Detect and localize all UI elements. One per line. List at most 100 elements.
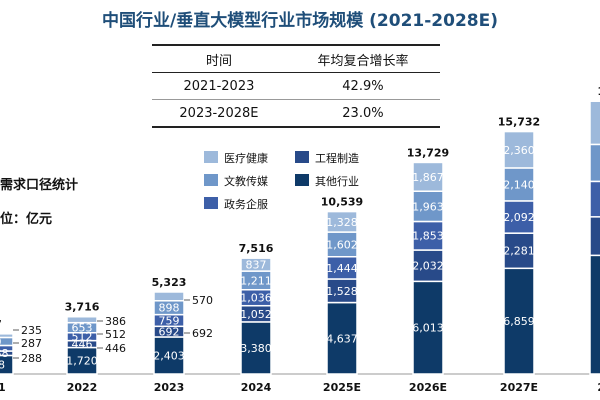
legend-label: 工程制造 [315,151,359,165]
bar-value-label: 1,963 [412,200,444,213]
bar-segment-other [0,354,14,375]
bar-segment-medical [240,257,272,272]
bar-value-label: 1,444 [326,262,358,275]
cagr-header-rate: 年均复合增长率 [317,53,409,69]
bar-value-label: 288 [0,347,9,360]
cagr-rate: 23.0% [342,105,384,121]
bar-segment-government [0,344,14,352]
bar-value-label: 6,013 [412,322,444,335]
bar-segment-education [326,231,358,258]
bar-value-label: 1,052 [240,308,272,321]
bar-segment-other [326,301,358,375]
x-tick-label: 2023 [154,381,185,394]
bar-value-label: 0 [0,335,2,348]
chart-title: 中国行业/垂直大模型行业市场规模 (2021-2028E) [102,11,498,31]
bar-segment-other [66,346,98,375]
bar-value-label: 3,380 [240,342,272,355]
bar-segment-other [503,267,535,375]
side-value-label: 446 [105,342,126,355]
bar-segment-medical [589,100,600,146]
bar-value-label: 6,859 [503,315,535,328]
bar-value-label: 1,528 [326,285,358,298]
x-tick-label: 20 [597,381,600,394]
legend-swatch-education [204,174,218,186]
bar-total-label: 7 [0,318,2,331]
legend-label: 文教传媒 [224,174,268,188]
side-value-label: 287 [21,337,42,350]
bar-segment-medical [0,333,14,339]
bar-value-label: 1,867 [412,171,444,184]
cagr-table-header-row: 时间 年均复合增长率 [152,45,440,73]
x-tick-label: 2026E [409,381,447,394]
legend-label: 政务企服 [224,197,268,211]
legend-swatch-other [295,174,309,186]
bar-total-label: 15,732 [498,116,540,129]
bar-value-label: 1,036 [240,292,272,305]
bar-value-label: 1,211 [240,274,272,287]
bar-total-label: 3,716 [65,301,100,314]
bar-segment-education [589,143,600,183]
legend-swatch-medical [204,151,218,163]
bar-segment-other [240,321,272,375]
bar-value-label: 08 [0,359,5,372]
bar-segment-medical [326,210,358,233]
basis-note: 需求口径统计 [0,178,79,193]
bar-total-label: 13,729 [407,146,449,159]
side-value-label: 570 [192,294,213,307]
bar-value-label: 1,853 [412,230,444,243]
bar-value-label: 446 [72,338,93,351]
side-value-label: 512 [105,328,126,341]
side-value-label: 386 [105,315,126,328]
bar-value-label: 1,720 [66,355,98,368]
bar-segment-education [503,167,535,202]
bar-value-label: 837 [246,259,267,272]
legend-swatch-industrial [295,151,309,163]
bar-value-label: 692 [159,326,180,339]
bar-total-label: 10,539 [321,196,363,209]
legend-swatch-government [204,197,218,209]
bar-value-label: 2,281 [503,245,535,258]
side-value-label: 288 [21,352,42,365]
cagr-rate: 42.9% [285,72,440,100]
bar-segment-medical [153,291,185,302]
unit-note: 位：亿元 [0,212,53,227]
bar-segment-government [589,180,600,218]
bar-segment-government [412,220,444,251]
x-tick-label: 2024 [241,381,272,394]
cagr-table-row: 2023-2028E 23.0% [152,100,440,127]
bar-total-label: 5,323 [152,276,187,289]
bar-segment-medical [412,161,444,192]
x-tick-label: 2022 [67,381,98,394]
bar-value-label: 759 [159,314,180,327]
bar-value-label: 2,140 [503,178,535,191]
bar-value-label: 2,092 [503,211,535,224]
bar-total-label: 17 [597,85,600,98]
bar-segment-industrial [589,216,600,257]
cagr-table-row: 2021-2023 42.9% [152,72,440,100]
bar-segment-education [0,336,14,347]
bar-value-label: 2,403 [153,349,185,362]
cagr-header-period: 时间 [205,53,232,69]
bar-total-label: 7,516 [239,242,274,255]
cagr-period: 2021-2023 [152,72,286,100]
side-value-label: 692 [192,327,213,340]
cagr-table: 时间 年均复合增长率 2021-2023 42.9% 2023-2028E 23… [152,44,440,128]
cagr-period: 2023-2028E [179,105,259,121]
bar-value-label: 2,032 [412,260,444,273]
bar-segment-industrial [0,350,14,357]
x-tick-label: 21 [0,381,6,394]
bar-value-label: 1,602 [326,238,358,251]
bar-segment-government [503,200,535,234]
bar-segment-medical [503,130,535,169]
bar-value-label: 898 [159,302,180,315]
bar-value-label: 512 [72,331,93,344]
bar-value-label: 2,360 [503,144,535,157]
bar-segment-industrial [412,249,444,283]
bar-value-label: 4,637 [326,332,358,345]
legend-label: 其他行业 [315,175,359,188]
bar-value-label: 653 [72,322,93,335]
x-tick-label: 2027E [500,381,538,394]
legend-label: 医疗健康 [224,151,268,165]
side-value-label: 235 [21,324,42,337]
